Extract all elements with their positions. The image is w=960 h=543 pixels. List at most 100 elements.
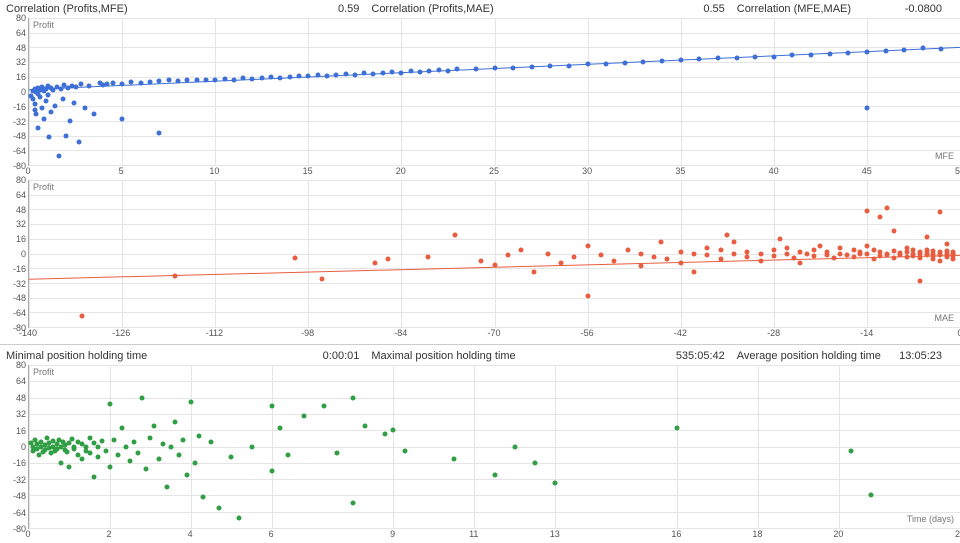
data-point xyxy=(505,253,510,258)
stat-cell: Maximal position holding time535:05:42 xyxy=(371,350,736,362)
data-point xyxy=(864,106,869,111)
data-point xyxy=(745,249,750,254)
data-point xyxy=(250,76,255,81)
stat-cell: Correlation (MFE,MAE)-0.0800 xyxy=(737,3,954,15)
data-point xyxy=(858,252,863,257)
data-point xyxy=(529,64,534,69)
data-point xyxy=(269,403,274,408)
data-point xyxy=(838,245,843,250)
data-point xyxy=(878,254,883,259)
data-point xyxy=(65,449,70,454)
data-point xyxy=(67,464,72,469)
data-point xyxy=(638,264,643,269)
data-point xyxy=(924,247,929,252)
data-point xyxy=(352,72,357,77)
data-point xyxy=(718,247,723,252)
data-point xyxy=(128,458,133,463)
data-point xyxy=(911,247,916,252)
data-point xyxy=(188,399,193,404)
data-point xyxy=(479,258,484,263)
data-point xyxy=(678,58,683,63)
data-point xyxy=(851,247,856,252)
data-point xyxy=(403,448,408,453)
data-point xyxy=(380,71,385,76)
data-point xyxy=(334,450,339,455)
data-point xyxy=(185,78,190,83)
data-point xyxy=(638,251,643,256)
data-point xyxy=(390,70,395,75)
data-point xyxy=(168,444,173,449)
data-point xyxy=(938,210,943,215)
data-point xyxy=(771,247,776,252)
data-point xyxy=(864,251,869,256)
data-point xyxy=(91,475,96,480)
data-point xyxy=(791,256,796,261)
data-point xyxy=(931,257,936,262)
data-point xyxy=(868,493,873,498)
data-point xyxy=(77,140,82,145)
data-point xyxy=(566,63,571,68)
data-point xyxy=(107,401,112,406)
data-point xyxy=(107,464,112,469)
data-point xyxy=(718,257,723,262)
data-point xyxy=(160,442,165,447)
data-point xyxy=(898,253,903,258)
data-point xyxy=(343,72,348,77)
stat-cell: Correlation (Profits,MAE)0.55 xyxy=(371,3,736,15)
data-point xyxy=(715,56,720,61)
data-point xyxy=(129,80,134,85)
data-point xyxy=(293,256,298,261)
data-point xyxy=(67,118,72,123)
data-point xyxy=(918,279,923,284)
data-point xyxy=(545,251,550,256)
data-point xyxy=(362,71,367,76)
data-point xyxy=(222,76,227,81)
stat-cell: Correlation (Profits,MFE)0.59 xyxy=(6,3,371,15)
data-point xyxy=(87,436,92,441)
data-point xyxy=(334,72,339,77)
data-point xyxy=(753,54,758,59)
data-point xyxy=(362,424,367,429)
data-point xyxy=(43,98,48,103)
data-point xyxy=(825,249,830,254)
stat-value: -0.0800 xyxy=(905,3,954,15)
data-point xyxy=(302,413,307,418)
data-point xyxy=(532,460,537,465)
data-point xyxy=(71,100,76,105)
data-point xyxy=(120,426,125,431)
data-point xyxy=(201,495,206,500)
data-point xyxy=(878,249,883,254)
data-point xyxy=(249,444,254,449)
data-point xyxy=(103,448,108,453)
data-point xyxy=(938,249,943,254)
data-point xyxy=(665,257,670,262)
data-point xyxy=(30,96,35,101)
data-point xyxy=(47,135,52,140)
data-point xyxy=(864,244,869,249)
data-point xyxy=(386,257,391,262)
data-point xyxy=(931,248,936,253)
data-point xyxy=(259,75,264,80)
stat-label: Average position holding time xyxy=(737,350,881,362)
data-point xyxy=(60,96,65,101)
data-point xyxy=(838,251,843,256)
data-point xyxy=(785,252,790,257)
data-point xyxy=(492,473,497,478)
holding-time-header: Minimal position holding time0:00:01Maxi… xyxy=(0,347,960,365)
data-point xyxy=(455,67,460,72)
data-point xyxy=(532,269,537,274)
stat-label: Minimal position holding time xyxy=(6,350,147,362)
data-point xyxy=(625,247,630,252)
data-point xyxy=(559,260,564,265)
data-point xyxy=(778,236,783,241)
data-point xyxy=(884,205,889,210)
data-point xyxy=(805,251,810,256)
data-point xyxy=(798,249,803,254)
data-point xyxy=(71,444,76,449)
data-point xyxy=(904,245,909,250)
data-point xyxy=(884,253,889,258)
data-point xyxy=(848,448,853,453)
data-point xyxy=(891,256,896,261)
data-point xyxy=(512,444,517,449)
stat-label: Correlation (Profits,MAE) xyxy=(371,3,493,15)
